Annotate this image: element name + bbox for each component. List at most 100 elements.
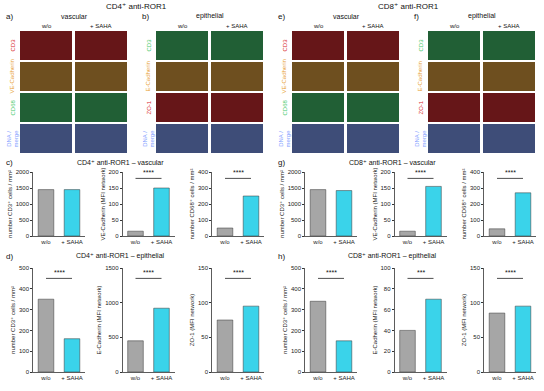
svg-text:vascular: vascular <box>333 13 360 20</box>
svg-text:100: 100 <box>380 201 391 207</box>
svg-text:+ SAHA: + SAHA <box>151 239 173 245</box>
svg-text:number CD3⁺ cells / mm²: number CD3⁺ cells / mm² <box>282 286 288 354</box>
svg-text:number CD3⁺ cells / mm²: number CD3⁺ cells / mm² <box>7 170 13 238</box>
svg-text:150: 150 <box>470 265 481 271</box>
svg-text:ZO-1 (MFI network): ZO-1 (MFI network) <box>461 294 467 346</box>
svg-text:w/o: w/o <box>40 375 51 381</box>
svg-text:0: 0 <box>298 369 302 375</box>
svg-text:500: 500 <box>19 265 30 271</box>
svg-text:CD68: CD68 <box>10 99 16 115</box>
svg-text:VE-Cadherin: VE-Cadherin <box>9 59 15 93</box>
svg-text:0: 0 <box>205 369 209 375</box>
svg-text:w/o: w/o <box>449 23 460 29</box>
svg-text:+ SAHA: + SAHA <box>61 375 83 381</box>
svg-text:VE-Cadherin (MFI network): VE-Cadherin (MFI network) <box>100 167 106 240</box>
svg-text:+ SAHA: + SAHA <box>333 239 355 245</box>
svg-text:****: **** <box>143 169 154 176</box>
svg-text:+ SAHA: + SAHA <box>333 375 355 381</box>
svg-text:80: 80 <box>384 286 391 292</box>
svg-text:400: 400 <box>19 286 30 292</box>
svg-text:+ SAHA: + SAHA <box>151 375 173 381</box>
svg-text:number CD3⁺ cells / mm²: number CD3⁺ cells / mm² <box>10 286 16 354</box>
svg-text:500: 500 <box>291 265 302 271</box>
svg-text:ZO-1: ZO-1 <box>146 100 152 114</box>
svg-text:300: 300 <box>470 185 481 191</box>
svg-text:CD8⁺ anti-ROR1 – vascular: CD8⁺ anti-ROR1 – vascular <box>349 159 436 166</box>
svg-text:+ SAHA: + SAHA <box>512 375 534 381</box>
svg-text:500: 500 <box>19 217 30 223</box>
svg-text:w/o: w/o <box>491 239 502 245</box>
svg-text:w/o: w/o <box>312 239 323 245</box>
svg-text:CD4⁺ anti-ROR1: CD4⁺ anti-ROR1 <box>106 2 167 11</box>
svg-text:DNA /merge: DNA /merge <box>6 130 20 148</box>
svg-text:500: 500 <box>291 217 302 223</box>
svg-text:w/o: w/o <box>402 375 413 381</box>
svg-text:0: 0 <box>26 233 30 239</box>
svg-text:+ SAHA: + SAHA <box>90 23 112 29</box>
svg-text:200: 200 <box>380 169 391 175</box>
svg-text:300: 300 <box>291 307 302 313</box>
svg-text:150: 150 <box>198 265 209 271</box>
svg-text:1000: 1000 <box>105 300 119 306</box>
svg-text:CD4⁺ anti-ROR1 – vascular: CD4⁺ anti-ROR1 – vascular <box>77 159 164 166</box>
svg-text:1000: 1000 <box>288 201 302 207</box>
svg-text:400: 400 <box>470 169 481 175</box>
svg-text:number CD3⁺ cells / mm²: number CD3⁺ cells / mm² <box>279 170 285 238</box>
svg-text:CD8⁺ anti-ROR1: CD8⁺ anti-ROR1 <box>378 2 439 11</box>
svg-text:number CD68⁺ cells / mm²: number CD68⁺ cells / mm² <box>189 168 195 239</box>
svg-text:w/o: w/o <box>219 375 230 381</box>
svg-text:100: 100 <box>19 348 30 354</box>
svg-text:200: 200 <box>198 201 209 207</box>
svg-text:w/o: w/o <box>219 239 230 245</box>
svg-text:+ SAHA: + SAHA <box>61 239 83 245</box>
svg-text:200: 200 <box>108 169 119 175</box>
svg-text:0: 0 <box>298 233 302 239</box>
svg-text:0: 0 <box>477 369 481 375</box>
svg-text:e): e) <box>278 12 285 21</box>
svg-text:VE-Cadherin (MFI network): VE-Cadherin (MFI network) <box>372 167 378 240</box>
svg-text:g): g) <box>278 158 285 167</box>
svg-text:****: **** <box>233 269 244 276</box>
svg-text:w/o: w/o <box>130 375 141 381</box>
svg-text:vascular: vascular <box>61 13 88 20</box>
svg-text:CD3: CD3 <box>10 39 16 52</box>
svg-text:200: 200 <box>470 201 481 207</box>
svg-text:w/o: w/o <box>313 23 324 29</box>
svg-text:CD3: CD3 <box>282 39 288 52</box>
svg-text:0: 0 <box>205 233 209 239</box>
svg-text:CD4⁺ anti-ROR1 – epithelial: CD4⁺ anti-ROR1 – epithelial <box>76 252 165 260</box>
svg-text:+ SAHA: + SAHA <box>226 23 248 29</box>
svg-text:100: 100 <box>380 265 391 271</box>
svg-text:f): f) <box>414 12 419 21</box>
svg-text:40: 40 <box>384 328 391 334</box>
svg-text:100: 100 <box>108 201 119 207</box>
svg-text:w/o: w/o <box>41 23 52 29</box>
svg-text:50: 50 <box>384 217 391 223</box>
svg-text:E-Cadherin: E-Cadherin <box>145 61 151 91</box>
svg-text:2000: 2000 <box>16 169 30 175</box>
svg-text:0: 0 <box>115 369 119 375</box>
svg-text:CD3: CD3 <box>146 39 152 52</box>
svg-text:w/o: w/o <box>402 239 413 245</box>
svg-text:2000: 2000 <box>288 169 302 175</box>
svg-text:CD68: CD68 <box>282 99 288 115</box>
svg-text:100: 100 <box>291 348 302 354</box>
svg-text:d): d) <box>6 252 13 261</box>
svg-text:+ SAHA: + SAHA <box>240 375 262 381</box>
svg-text:300: 300 <box>19 307 30 313</box>
svg-text:0: 0 <box>387 369 391 375</box>
svg-text:+ SAHA: + SAHA <box>498 23 520 29</box>
svg-text:1500: 1500 <box>16 185 30 191</box>
svg-text:0: 0 <box>26 369 30 375</box>
svg-text:50: 50 <box>112 217 119 223</box>
svg-text:w/o: w/o <box>40 239 51 245</box>
svg-text:400: 400 <box>291 286 302 292</box>
svg-text:VE-Cadherin: VE-Cadherin <box>281 59 287 93</box>
svg-text:500: 500 <box>108 334 119 340</box>
svg-text:E-Cadherin: E-Cadherin <box>417 61 423 91</box>
svg-text:E-Cadherin (MFI network): E-Cadherin (MFI network) <box>372 285 378 354</box>
svg-text:50: 50 <box>201 334 208 340</box>
svg-text:100: 100 <box>198 300 209 306</box>
svg-text:DNA /merge: DNA /merge <box>278 130 292 148</box>
svg-text:DNA /merge: DNA /merge <box>142 130 156 148</box>
